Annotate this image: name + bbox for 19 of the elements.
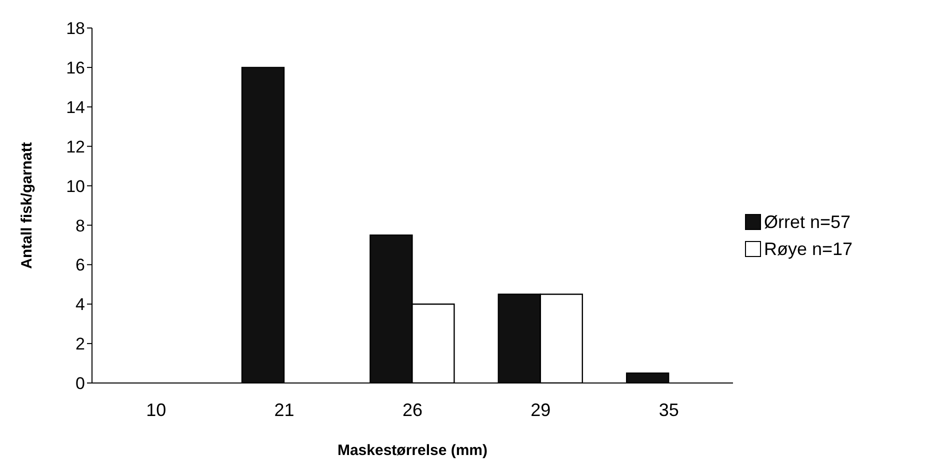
y-tick-label: 6: [76, 256, 85, 275]
x-axis-title: Maskestørrelse (mm): [337, 442, 488, 459]
x-tick-label: 21: [274, 400, 294, 420]
y-tick-label: 0: [76, 374, 85, 394]
y-tick-label: 10: [66, 176, 85, 196]
y-tick-label: 4: [76, 295, 85, 314]
legend-label: Røye n=17: [764, 238, 853, 260]
y-tick-label: 16: [66, 58, 85, 78]
y-tick-label: 8: [76, 216, 85, 236]
y-axis-title: Antall fisk/garnatt: [18, 142, 36, 269]
y-tick-label: 2: [76, 334, 85, 354]
y-tick-label: 18: [66, 19, 85, 38]
legend-label: Ørret n=57: [764, 212, 851, 232]
x-tick-label: 35: [658, 400, 679, 420]
x-tick-label: 10: [146, 400, 166, 420]
x-tick-label: 29: [530, 400, 551, 420]
y-tick-label: 12: [66, 137, 85, 156]
x-tick-label: 26: [402, 400, 423, 420]
y-tick-label: 14: [66, 98, 85, 117]
